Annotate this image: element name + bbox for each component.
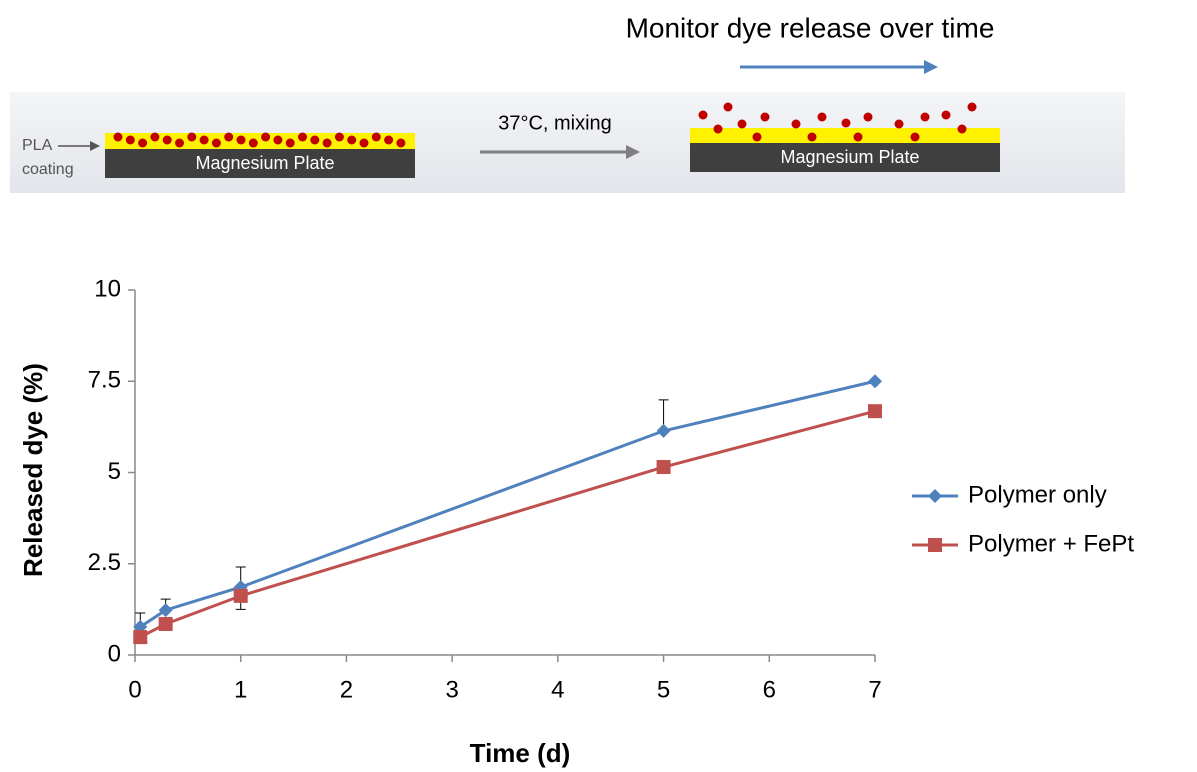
particle <box>162 135 172 145</box>
particle <box>807 132 817 142</box>
marker <box>233 588 248 603</box>
arrow-head <box>626 145 640 159</box>
marker <box>133 630 148 645</box>
particle <box>359 138 369 148</box>
particle <box>941 110 951 120</box>
x-tick-label: 0 <box>128 676 141 703</box>
particle <box>384 135 394 145</box>
process-label: 37°C, mixing <box>498 112 612 134</box>
particle <box>273 135 283 145</box>
particle <box>752 132 762 142</box>
x-tick-label: 1 <box>234 676 247 703</box>
particle <box>967 102 977 112</box>
legend-label: Polymer only <box>968 481 1107 508</box>
plate-label: Magnesium Plate <box>195 153 334 173</box>
particle <box>863 112 873 122</box>
x-tick-label: 2 <box>340 676 353 703</box>
particle <box>138 138 148 148</box>
particle <box>853 132 863 142</box>
particle <box>113 132 123 142</box>
particle <box>737 119 747 129</box>
pointer-head <box>90 141 100 151</box>
particle <box>713 124 723 134</box>
coating <box>690 128 1000 143</box>
x-axis-label: Time (d) <box>470 738 571 768</box>
series-line <box>139 379 876 629</box>
series-line <box>139 409 876 639</box>
particle <box>322 138 332 148</box>
particle <box>396 138 406 148</box>
x-tick-label: 7 <box>868 676 881 703</box>
particle <box>261 132 271 142</box>
legend-label: Polymer + FePt <box>968 530 1134 557</box>
particle <box>817 112 827 122</box>
marker <box>868 404 882 419</box>
label: PLA <box>22 137 53 154</box>
particle <box>310 135 320 145</box>
particle <box>248 138 258 148</box>
particle <box>199 135 209 145</box>
particle <box>224 132 234 142</box>
particle <box>236 135 246 145</box>
y-tick-label: 0 <box>108 640 121 667</box>
particle <box>125 135 135 145</box>
marker <box>928 538 942 552</box>
particle <box>347 135 357 145</box>
y-tick-label: 2.5 <box>88 549 121 576</box>
plate <box>690 143 1000 172</box>
particle <box>791 119 801 129</box>
x-tick-label: 4 <box>551 676 564 703</box>
marker <box>656 423 671 438</box>
plate <box>105 149 415 178</box>
label: coating <box>22 161 74 178</box>
particle <box>298 132 307 142</box>
particle <box>723 102 733 112</box>
particle <box>920 112 930 122</box>
chart: Released dye (%) Time (d) 0 2.5 5 7.5 10 0 1 2 3… <box>18 275 1135 768</box>
particle <box>175 138 184 148</box>
marker <box>868 374 882 389</box>
particle <box>841 118 851 128</box>
particle <box>285 138 295 148</box>
x-tick-label: 5 <box>657 676 670 703</box>
particle <box>910 132 920 142</box>
diagram-title: Monitor dye release over time <box>626 12 995 43</box>
particle <box>150 132 160 142</box>
particle <box>894 119 904 129</box>
y-tick-label: 10 <box>94 275 121 302</box>
dye-particles <box>113 102 977 148</box>
y-tick-label: 7.5 <box>88 367 121 394</box>
y-tick-label: 5 <box>108 458 121 485</box>
marker <box>656 460 671 475</box>
particle <box>957 124 967 134</box>
particle <box>760 112 770 122</box>
plate-label: Magnesium Plate <box>780 147 919 167</box>
marker <box>158 616 173 631</box>
particle <box>334 132 344 142</box>
particle <box>371 132 381 142</box>
particle <box>698 110 708 120</box>
x-tick-label: 6 <box>763 676 776 703</box>
particle <box>211 138 221 148</box>
particle <box>187 132 197 142</box>
x-tick-label: 3 <box>445 676 458 703</box>
marker <box>928 489 942 503</box>
arrow-head <box>924 60 938 74</box>
marker <box>158 603 173 618</box>
y-axis-label: Released dye (%) <box>18 363 48 577</box>
